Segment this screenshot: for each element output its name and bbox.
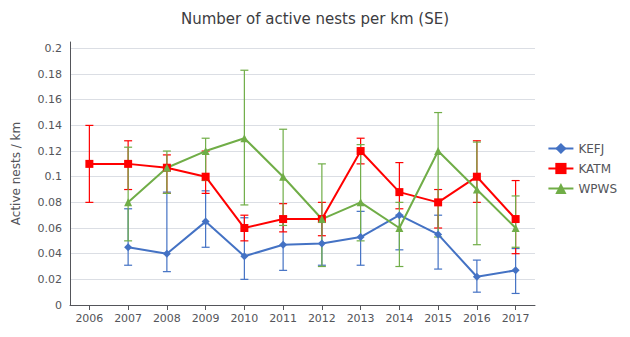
svg-text:2015: 2015 <box>424 312 452 325</box>
svg-text:2008: 2008 <box>153 312 181 325</box>
svg-text:WPWS: WPWS <box>578 182 617 196</box>
svg-text:0.2: 0.2 <box>45 42 63 55</box>
svg-text:0.04: 0.04 <box>38 247 63 260</box>
svg-text:2016: 2016 <box>463 312 491 325</box>
svg-text:2017: 2017 <box>502 312 530 325</box>
svg-text:2013: 2013 <box>347 312 375 325</box>
svg-text:2007: 2007 <box>114 312 142 325</box>
svg-text:2009: 2009 <box>192 312 220 325</box>
svg-text:2010: 2010 <box>230 312 258 325</box>
svg-text:0.18: 0.18 <box>38 68 63 81</box>
svg-text:0.02: 0.02 <box>38 273 63 286</box>
svg-text:KEFJ: KEFJ <box>578 142 604 156</box>
svg-text:0: 0 <box>55 299 62 312</box>
svg-text:2006: 2006 <box>75 312 103 325</box>
svg-text:2014: 2014 <box>385 312 413 325</box>
svg-text:0.16: 0.16 <box>38 93 63 106</box>
svg-text:0.12: 0.12 <box>38 145 63 158</box>
svg-text:Number of active nests per km: Number of active nests per km (SE) <box>181 10 449 28</box>
svg-text:0.14: 0.14 <box>38 119 63 132</box>
svg-text:Active nests / km: Active nests / km <box>9 122 23 225</box>
svg-text:2011: 2011 <box>269 312 297 325</box>
svg-text:0.08: 0.08 <box>38 196 63 209</box>
svg-text:0.06: 0.06 <box>38 222 63 235</box>
svg-text:2012: 2012 <box>308 312 336 325</box>
svg-text:0.1: 0.1 <box>45 170 63 183</box>
svg-text:KATM: KATM <box>578 162 611 176</box>
